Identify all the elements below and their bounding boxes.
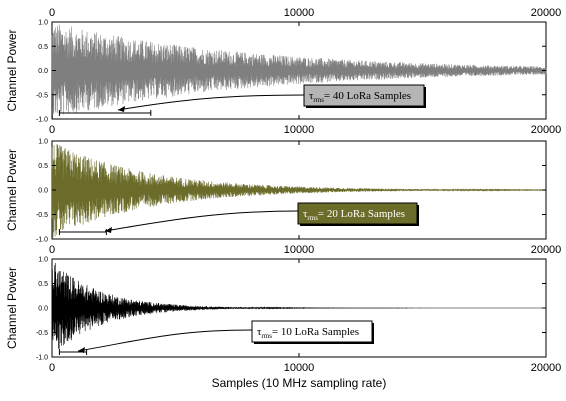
annotation-label: τrms= 20 LoRa Samples bbox=[303, 208, 405, 222]
x-tick-label: 10000 bbox=[284, 124, 315, 136]
arrow-head bbox=[105, 227, 112, 233]
label-box bbox=[297, 202, 418, 225]
y-tick-label: 0.5 bbox=[38, 281, 48, 288]
annotation-arrow bbox=[117, 94, 305, 111]
label-box bbox=[303, 84, 425, 107]
series-line bbox=[51, 263, 546, 349]
y-tick-label: -1.0 bbox=[36, 237, 48, 244]
arrow-head bbox=[118, 106, 125, 112]
top-axis-label: 0 bbox=[49, 7, 55, 19]
x-tick-label: 20000 bbox=[531, 362, 562, 374]
annotation-arrow bbox=[77, 329, 253, 352]
top-axis-label: 10000 bbox=[284, 7, 315, 19]
x-tick-label: 20000 bbox=[531, 124, 562, 136]
chart-panel-middle: -1.0 -0.5 0.0 0.5 1.0 0 10000 20000 Channel Powe… bbox=[5, 139, 561, 257]
annotation-label: τrms= 10 LoRa Samples bbox=[257, 326, 359, 340]
annotation-label: τrms= 40 LoRa Samples bbox=[309, 90, 411, 104]
x-axis-title: Samples (10 MHz sampling rate) bbox=[212, 376, 387, 390]
chart-panel-bottom: -1.0 -0.5 0.0 0.5 1.0 0 10000 20000 Channel Powe… bbox=[5, 257, 561, 391]
x-tick-label: 10000 bbox=[284, 244, 315, 256]
x-tick-label: 0 bbox=[49, 362, 55, 374]
y-tick-label: -0.5 bbox=[36, 92, 48, 99]
x-tick-label: 20000 bbox=[531, 244, 562, 256]
y-axis-title: Channel Power bbox=[5, 267, 19, 349]
y-tick-label: 0.5 bbox=[38, 163, 48, 170]
x-tick-label: 0 bbox=[49, 124, 55, 136]
y-axis-title: Channel Power bbox=[5, 149, 19, 231]
y-tick-label: 1.0 bbox=[38, 139, 48, 146]
y-tick-label: 0.5 bbox=[38, 44, 48, 51]
y-axis-title: Channel Power bbox=[5, 29, 19, 111]
y-tick-label: 0.0 bbox=[38, 188, 48, 195]
y-tick-label: 1.0 bbox=[38, 20, 48, 27]
label-box bbox=[251, 320, 373, 343]
x-tick-label: 10000 bbox=[284, 362, 315, 374]
y-tick-label: -1.0 bbox=[36, 355, 48, 362]
y-tick-label: 0.0 bbox=[38, 306, 48, 313]
top-axis-label: 20000 bbox=[531, 7, 562, 19]
annotation-arrow bbox=[104, 210, 299, 232]
y-tick-label: 1.0 bbox=[38, 257, 48, 264]
series-line bbox=[51, 24, 547, 119]
y-tick-label: -1.0 bbox=[36, 117, 48, 124]
arrow-head bbox=[78, 347, 85, 353]
series-line bbox=[51, 144, 547, 238]
y-tick-label: -0.5 bbox=[36, 212, 48, 219]
y-tick-label: 0.0 bbox=[38, 68, 48, 75]
x-tick-label: 0 bbox=[49, 244, 55, 256]
y-tick-label: -0.5 bbox=[36, 330, 48, 337]
